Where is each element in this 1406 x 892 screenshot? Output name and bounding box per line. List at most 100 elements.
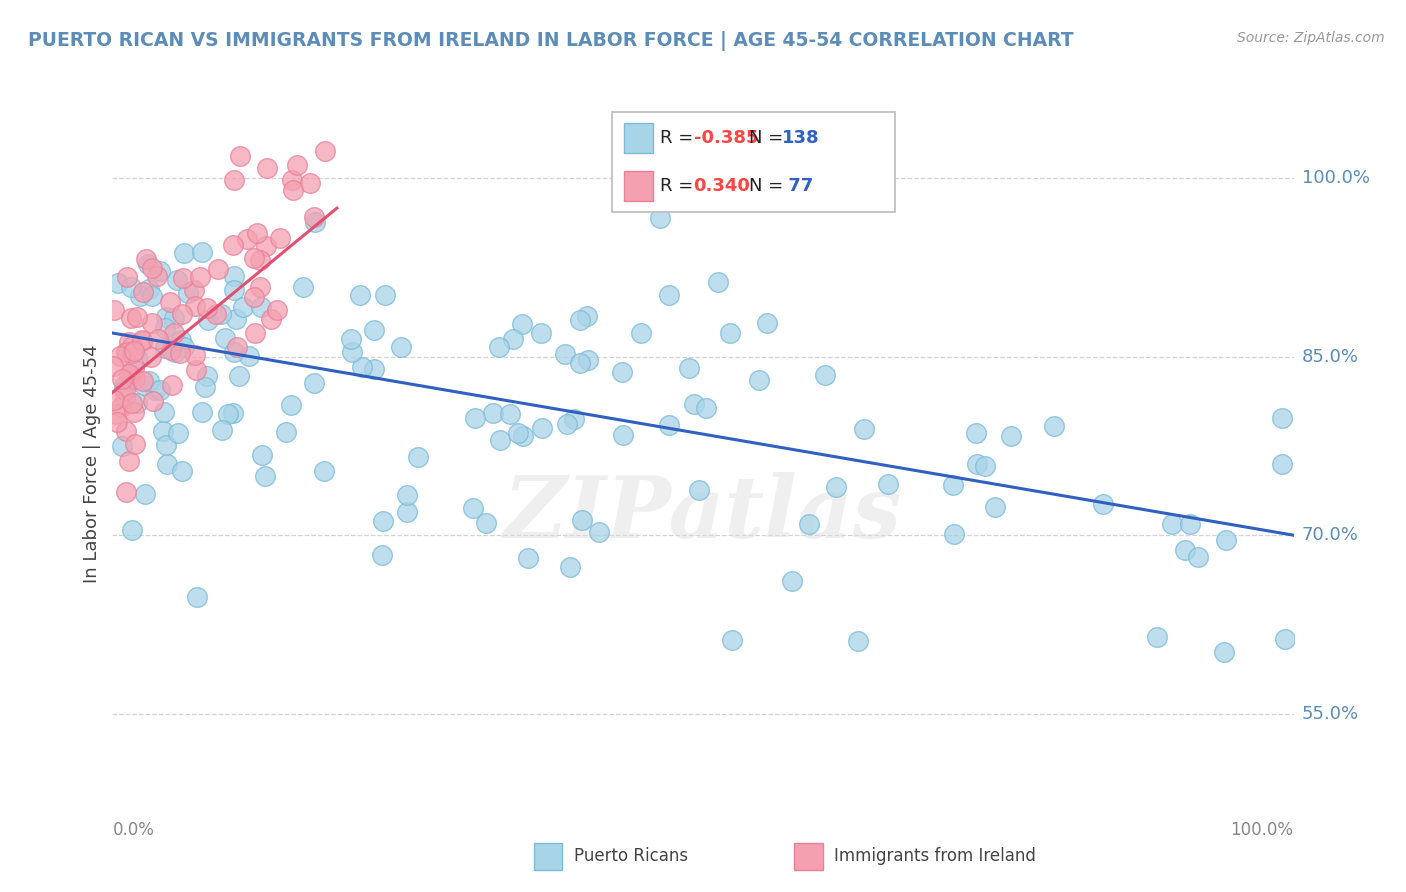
Point xyxy=(302,376,325,390)
Point xyxy=(222,172,245,186)
Point xyxy=(498,408,520,422)
Point xyxy=(173,340,195,354)
Point xyxy=(132,285,155,300)
Point xyxy=(799,516,821,531)
Point xyxy=(1271,457,1294,471)
Text: 100.0%: 100.0% xyxy=(1230,821,1294,838)
Point xyxy=(115,345,138,359)
Point xyxy=(512,429,534,443)
Point xyxy=(707,275,730,289)
Point xyxy=(304,215,326,229)
Point xyxy=(363,362,385,376)
Point xyxy=(678,360,700,375)
Point xyxy=(648,211,671,225)
Point xyxy=(125,396,148,410)
Point xyxy=(510,317,533,331)
Point xyxy=(136,257,159,271)
Point xyxy=(141,260,163,275)
Point xyxy=(488,340,510,354)
Point xyxy=(145,269,167,284)
Point xyxy=(138,282,160,296)
Point xyxy=(118,335,141,350)
Point xyxy=(683,397,706,411)
Point xyxy=(143,384,166,398)
Point xyxy=(1174,543,1197,558)
Point xyxy=(141,289,163,303)
Point xyxy=(132,374,155,388)
Point xyxy=(163,311,186,326)
Point xyxy=(211,423,233,437)
Point xyxy=(374,287,396,301)
Point xyxy=(236,232,259,246)
Text: N =: N = xyxy=(749,128,789,146)
Point xyxy=(120,279,142,293)
Point xyxy=(214,331,236,345)
Point xyxy=(134,378,156,392)
Point xyxy=(243,251,266,265)
Point xyxy=(128,289,150,303)
Point xyxy=(482,406,505,420)
Point xyxy=(177,285,200,300)
Point xyxy=(269,231,291,245)
Point xyxy=(173,245,195,260)
Point xyxy=(114,424,136,438)
Point xyxy=(107,277,129,291)
Point xyxy=(877,477,900,491)
Point xyxy=(1271,411,1294,425)
Text: 0.0%: 0.0% xyxy=(112,821,155,838)
Point xyxy=(125,310,148,325)
Point xyxy=(569,356,592,370)
Point xyxy=(516,551,538,566)
Point xyxy=(121,523,143,537)
Point xyxy=(562,412,585,426)
Point xyxy=(576,353,599,368)
Point xyxy=(461,500,484,515)
Point xyxy=(249,301,271,315)
Point xyxy=(209,307,232,321)
Point xyxy=(225,311,247,326)
Point xyxy=(389,340,412,354)
Point xyxy=(276,425,298,439)
Point xyxy=(186,363,208,377)
Point xyxy=(120,311,142,326)
Point xyxy=(115,485,138,500)
Text: 70.0%: 70.0% xyxy=(1302,526,1358,544)
Point xyxy=(111,372,134,386)
Point xyxy=(658,417,681,432)
Point xyxy=(966,457,988,471)
Point xyxy=(973,459,995,474)
Point xyxy=(1187,550,1209,565)
Point xyxy=(943,526,966,541)
Point xyxy=(312,465,335,479)
Point xyxy=(134,486,156,500)
Point xyxy=(135,252,157,267)
Point xyxy=(1091,497,1114,511)
Point xyxy=(612,428,634,442)
Point xyxy=(170,464,193,478)
Point xyxy=(695,401,717,416)
Point xyxy=(1180,516,1202,531)
Point xyxy=(222,237,245,252)
Point xyxy=(224,345,246,359)
Point xyxy=(188,269,211,284)
Point xyxy=(159,294,181,309)
Text: Immigrants from Ireland: Immigrants from Ireland xyxy=(834,847,1036,865)
Point xyxy=(121,339,143,353)
Text: 138: 138 xyxy=(782,128,820,146)
Point xyxy=(965,426,987,441)
Point xyxy=(506,425,529,440)
Point xyxy=(105,415,128,429)
Point xyxy=(195,369,218,384)
Point xyxy=(170,333,193,347)
Point xyxy=(103,303,125,318)
Point xyxy=(340,332,363,346)
Text: 100.0%: 100.0% xyxy=(1302,169,1369,187)
Point xyxy=(225,340,247,354)
Point xyxy=(291,280,314,294)
Point xyxy=(141,316,163,330)
Point xyxy=(302,210,325,224)
Point xyxy=(125,351,148,365)
Point xyxy=(110,400,132,414)
Point xyxy=(266,303,288,318)
Point xyxy=(1274,632,1296,646)
